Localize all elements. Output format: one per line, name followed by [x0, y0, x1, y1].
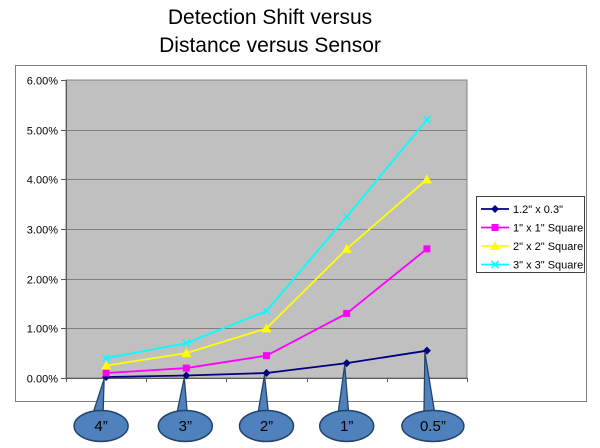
y-tick-label: 5.00%: [27, 126, 58, 138]
series-marker: [102, 354, 111, 363]
series-2-x-2-square: [101, 174, 432, 370]
chart-title: Detection Shift versus Distance versus S…: [0, 4, 540, 60]
series-marker: [341, 243, 352, 253]
series-1-x-1-square: [102, 245, 431, 377]
legend-item-1.2-x-0.3: 1.2" x 0.3": [481, 204, 563, 216]
legend-item-2-x-2-square: 2" x 2" Square: [481, 241, 583, 253]
callout-ellipse: [318, 409, 375, 443]
series-3-x-3-square: [102, 115, 431, 363]
callout-ellipse: [238, 409, 295, 443]
callout-ellipse: [157, 409, 214, 443]
y-tick-label: 3.00%: [27, 225, 58, 237]
y-tick-label: 2.00%: [27, 275, 58, 287]
legend-label: 1" x 1" Square: [513, 223, 583, 235]
callout-label: 0.5”: [420, 418, 446, 435]
series-marker: [262, 306, 271, 316]
x-mark: [102, 354, 111, 363]
chart-title-line2: Distance versus Sensor: [159, 34, 381, 57]
series-marker: [422, 115, 431, 124]
series-marker: [101, 360, 112, 370]
x-callout-4in: 4”: [73, 378, 129, 443]
y-tick-label: 0.00%: [27, 374, 58, 386]
series-marker: [182, 364, 190, 372]
chart-title-line1: Detection Shift versus: [167, 6, 373, 29]
series-marker: [343, 309, 351, 317]
y-axis-labels: 0.00% 1.00% 2.00% 3.00% 4.00% 5.00% 6.00%: [27, 76, 66, 386]
series-marker: [421, 174, 432, 184]
x-callout-2in: 2”: [238, 374, 295, 443]
legend-item-1-x-1-square: 1" x 1" Square: [481, 223, 583, 235]
callout-label: 3”: [179, 418, 192, 435]
y-tick-label: 6.00%: [27, 76, 58, 88]
callout-label: 2”: [260, 418, 273, 435]
legend-label: 1.2" x 0.3": [513, 204, 563, 216]
series-marker: [490, 241, 500, 250]
legend-label: 3" x 3" Square: [513, 260, 583, 272]
series-marker: [490, 260, 500, 269]
y-tick-label: 4.00%: [27, 175, 58, 187]
series-marker: [342, 212, 351, 221]
series-marker: [491, 224, 499, 231]
callout-label: 1”: [340, 418, 353, 435]
x-mark: [262, 306, 271, 316]
y-tick-label: 1.00%: [27, 324, 58, 336]
series-marker: [491, 205, 499, 213]
series-marker: [182, 339, 191, 348]
callout-label: 4”: [94, 418, 107, 435]
series-marker: [261, 323, 272, 333]
legend: 1.2" x 0.3" 1" x 1" Square 2" x 2" Square 3…: [476, 196, 585, 273]
x-mark: [422, 115, 431, 124]
x-mark: [490, 260, 500, 269]
series-marker: [423, 245, 431, 253]
legend-item-3-x-3-square: 3" x 3" Square: [481, 260, 583, 272]
x-callout-0.5in: 0.5”: [401, 352, 465, 443]
series-marker: [181, 348, 192, 358]
callout-ellipse: [73, 409, 129, 443]
x-mark: [342, 212, 351, 221]
series-marker: [263, 352, 270, 360]
legend-label: 2" x 2" Square: [513, 241, 583, 253]
x-mark: [182, 339, 191, 348]
callout-ellipse: [401, 409, 465, 443]
series-marker: [102, 369, 110, 377]
x-callout-1in: 1”: [318, 364, 375, 443]
x-callout-3in: 3”: [157, 376, 214, 443]
